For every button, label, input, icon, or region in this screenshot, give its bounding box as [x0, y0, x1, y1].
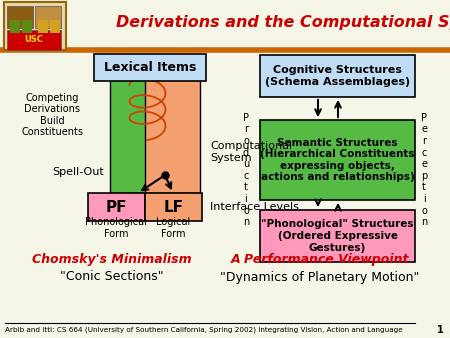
Bar: [7, 6, 33, 28]
Text: "Conic Sections": "Conic Sections": [60, 270, 164, 284]
Bar: [35, 6, 61, 28]
FancyBboxPatch shape: [94, 54, 206, 81]
Text: A Performance Viewpoint: A Performance Viewpoint: [231, 254, 409, 266]
Text: Arbib and Itti: CS 664 (University of Southern California, Spring 2002) Integrat: Arbib and Itti: CS 664 (University of So…: [5, 327, 403, 333]
Bar: [50, 20, 60, 33]
Text: USC: USC: [25, 35, 44, 45]
Text: "Dynamics of Planetary Motion": "Dynamics of Planetary Motion": [220, 270, 420, 284]
Text: LF: LF: [163, 199, 184, 215]
Text: PF: PF: [106, 199, 127, 215]
Text: Spell-Out: Spell-Out: [52, 167, 104, 177]
Bar: [145, 193, 202, 221]
Bar: [260, 210, 415, 262]
Text: Competing
Derivations
Build
Constituents: Competing Derivations Build Constituents: [21, 93, 83, 138]
Bar: [10, 20, 20, 33]
Bar: [260, 120, 415, 200]
Bar: [7, 30, 61, 50]
Text: Phonological
Form: Phonological Form: [85, 217, 147, 239]
Text: P
e
r
c
e
p
t
i
o
n: P e r c e p t i o n: [421, 113, 427, 227]
Bar: [38, 20, 48, 33]
Text: Derivations and the Computational System: Derivations and the Computational System: [116, 15, 450, 29]
Text: Chomsky's Minimalism: Chomsky's Minimalism: [32, 254, 192, 266]
Text: Interface Levels: Interface Levels: [210, 202, 299, 212]
Bar: [4, 2, 66, 50]
Text: P
r
o
d
u
c
t
i
o
n: P r o d u c t i o n: [243, 113, 249, 227]
Text: Cognitive Structures
(Schema Assemblages): Cognitive Structures (Schema Assemblages…: [265, 65, 410, 87]
Text: Lexical Items: Lexical Items: [104, 61, 196, 74]
Bar: [22, 20, 32, 33]
Bar: [88, 193, 145, 221]
Bar: [145, 78, 200, 193]
Bar: [110, 78, 165, 193]
Text: "Phonological" Structures
(Ordered Expressive
Gestures): "Phonological" Structures (Ordered Expre…: [261, 219, 414, 252]
Text: 1: 1: [436, 325, 443, 335]
Bar: [260, 55, 415, 97]
Text: Logical
Form: Logical Form: [156, 217, 190, 239]
Text: Computational
System: Computational System: [210, 141, 292, 163]
Text: Semantic Structures
(Hierarchical Constituents
expressing objects,
actions and r: Semantic Structures (Hierarchical Consti…: [260, 138, 415, 183]
